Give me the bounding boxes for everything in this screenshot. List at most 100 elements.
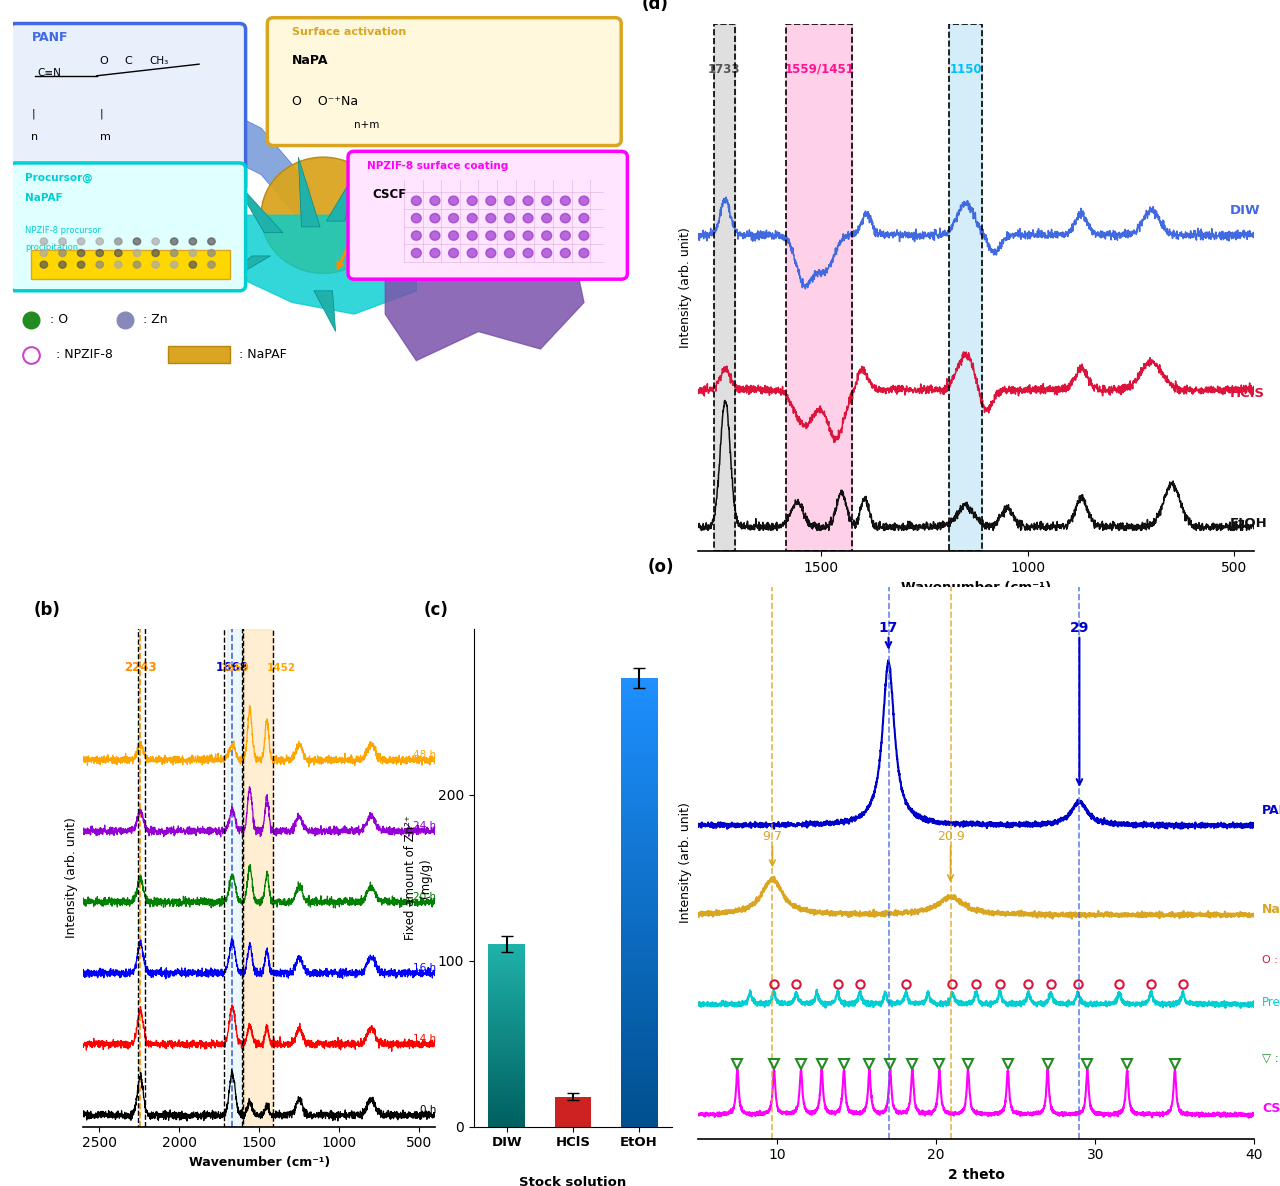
Text: C: C bbox=[124, 56, 132, 66]
PathPatch shape bbox=[87, 82, 311, 232]
Bar bbox=[32, 250, 230, 279]
Circle shape bbox=[96, 261, 104, 268]
Text: NaPAF: NaPAF bbox=[26, 193, 63, 203]
Text: 29: 29 bbox=[1070, 620, 1089, 635]
Text: n: n bbox=[32, 132, 38, 141]
Text: Surface activation: Surface activation bbox=[292, 27, 407, 37]
Polygon shape bbox=[211, 256, 270, 291]
Polygon shape bbox=[230, 198, 416, 314]
X-axis label: Wavonumber (cm⁻¹): Wavonumber (cm⁻¹) bbox=[901, 581, 1051, 594]
Circle shape bbox=[541, 248, 552, 257]
Text: NaPAF: NaPAF bbox=[1262, 903, 1280, 916]
Text: 1452: 1452 bbox=[268, 663, 296, 674]
Polygon shape bbox=[385, 232, 584, 361]
Circle shape bbox=[59, 238, 67, 244]
Circle shape bbox=[59, 261, 67, 268]
Circle shape bbox=[77, 238, 84, 244]
Text: n+m: n+m bbox=[355, 120, 380, 130]
Circle shape bbox=[133, 249, 141, 256]
Circle shape bbox=[524, 248, 532, 257]
Text: |: | bbox=[100, 108, 104, 119]
Bar bbox=[228, 629, 241, 1127]
Text: O: O bbox=[100, 56, 109, 66]
Circle shape bbox=[561, 213, 571, 223]
Circle shape bbox=[486, 213, 495, 223]
Bar bbox=[244, 629, 273, 1127]
Text: 9.7: 9.7 bbox=[763, 830, 782, 843]
Circle shape bbox=[486, 231, 495, 241]
FancyBboxPatch shape bbox=[10, 162, 246, 291]
Circle shape bbox=[448, 248, 458, 257]
Text: ▽ : NPZIF-8: ▽ : NPZIF-8 bbox=[1262, 1052, 1280, 1065]
Text: 20 h: 20 h bbox=[413, 892, 436, 901]
Circle shape bbox=[430, 196, 440, 205]
Circle shape bbox=[504, 196, 515, 205]
Text: DIW: DIW bbox=[1230, 204, 1261, 217]
Text: PANF: PANF bbox=[1262, 804, 1280, 817]
Circle shape bbox=[430, 213, 440, 223]
Circle shape bbox=[411, 196, 421, 205]
Y-axis label: Fixed amount of Zn²⁺
(mg/g): Fixed amount of Zn²⁺ (mg/g) bbox=[404, 815, 431, 940]
Text: 2243: 2243 bbox=[124, 661, 156, 674]
Circle shape bbox=[40, 249, 47, 256]
Text: 24 h: 24 h bbox=[413, 821, 436, 830]
Bar bbox=[950, 24, 982, 551]
Circle shape bbox=[524, 213, 532, 223]
Text: 1150: 1150 bbox=[950, 63, 982, 76]
Circle shape bbox=[467, 231, 477, 241]
Text: proclpitation: proclpitation bbox=[26, 243, 78, 253]
Circle shape bbox=[448, 213, 458, 223]
Circle shape bbox=[561, 196, 571, 205]
Ellipse shape bbox=[261, 158, 385, 274]
Circle shape bbox=[486, 248, 495, 257]
Circle shape bbox=[504, 213, 515, 223]
Circle shape bbox=[152, 261, 159, 268]
Bar bbox=[242, 625, 273, 1127]
FancyBboxPatch shape bbox=[268, 18, 621, 146]
Circle shape bbox=[467, 248, 477, 257]
Circle shape bbox=[579, 248, 589, 257]
Text: Procursor@: Procursor@ bbox=[26, 172, 93, 183]
Text: CH₃: CH₃ bbox=[150, 56, 169, 66]
Circle shape bbox=[467, 196, 477, 205]
Circle shape bbox=[189, 261, 197, 268]
Circle shape bbox=[448, 231, 458, 241]
Polygon shape bbox=[298, 158, 320, 227]
Circle shape bbox=[133, 238, 141, 244]
Bar bbox=[168, 346, 230, 363]
Polygon shape bbox=[314, 291, 335, 331]
Bar bbox=[224, 625, 243, 1127]
Text: : Zn: : Zn bbox=[143, 313, 168, 326]
Text: 20.9: 20.9 bbox=[937, 830, 964, 843]
Bar bbox=[714, 24, 735, 551]
Bar bbox=[714, 24, 735, 551]
Circle shape bbox=[504, 231, 515, 241]
Y-axis label: Intensity (arb. unit): Intensity (arb. unit) bbox=[65, 817, 78, 938]
Text: CSCF: CSCF bbox=[1262, 1102, 1280, 1115]
X-axis label: 2 theto: 2 theto bbox=[947, 1168, 1005, 1181]
Circle shape bbox=[486, 196, 495, 205]
Text: : NaPAF: : NaPAF bbox=[239, 347, 287, 361]
Circle shape bbox=[579, 213, 589, 223]
Circle shape bbox=[152, 238, 159, 244]
Text: NPZIF-8 procursor: NPZIF-8 procursor bbox=[26, 225, 101, 235]
Y-axis label: Intensity (arb. unit): Intensity (arb. unit) bbox=[680, 228, 692, 347]
Circle shape bbox=[59, 249, 67, 256]
Circle shape bbox=[504, 248, 515, 257]
Circle shape bbox=[411, 231, 421, 241]
Text: : O: : O bbox=[50, 313, 68, 326]
Circle shape bbox=[411, 213, 421, 223]
Circle shape bbox=[541, 213, 552, 223]
Circle shape bbox=[207, 238, 215, 244]
Circle shape bbox=[115, 249, 122, 256]
Circle shape bbox=[207, 249, 215, 256]
Circle shape bbox=[524, 196, 532, 205]
Text: EtOH: EtOH bbox=[1230, 517, 1267, 530]
Text: 1559: 1559 bbox=[221, 663, 250, 674]
Text: (b): (b) bbox=[33, 600, 60, 619]
Text: 16 h: 16 h bbox=[413, 963, 436, 973]
Bar bbox=[138, 625, 145, 1127]
Circle shape bbox=[170, 261, 178, 268]
Circle shape bbox=[96, 238, 104, 244]
Text: |: | bbox=[32, 108, 35, 119]
